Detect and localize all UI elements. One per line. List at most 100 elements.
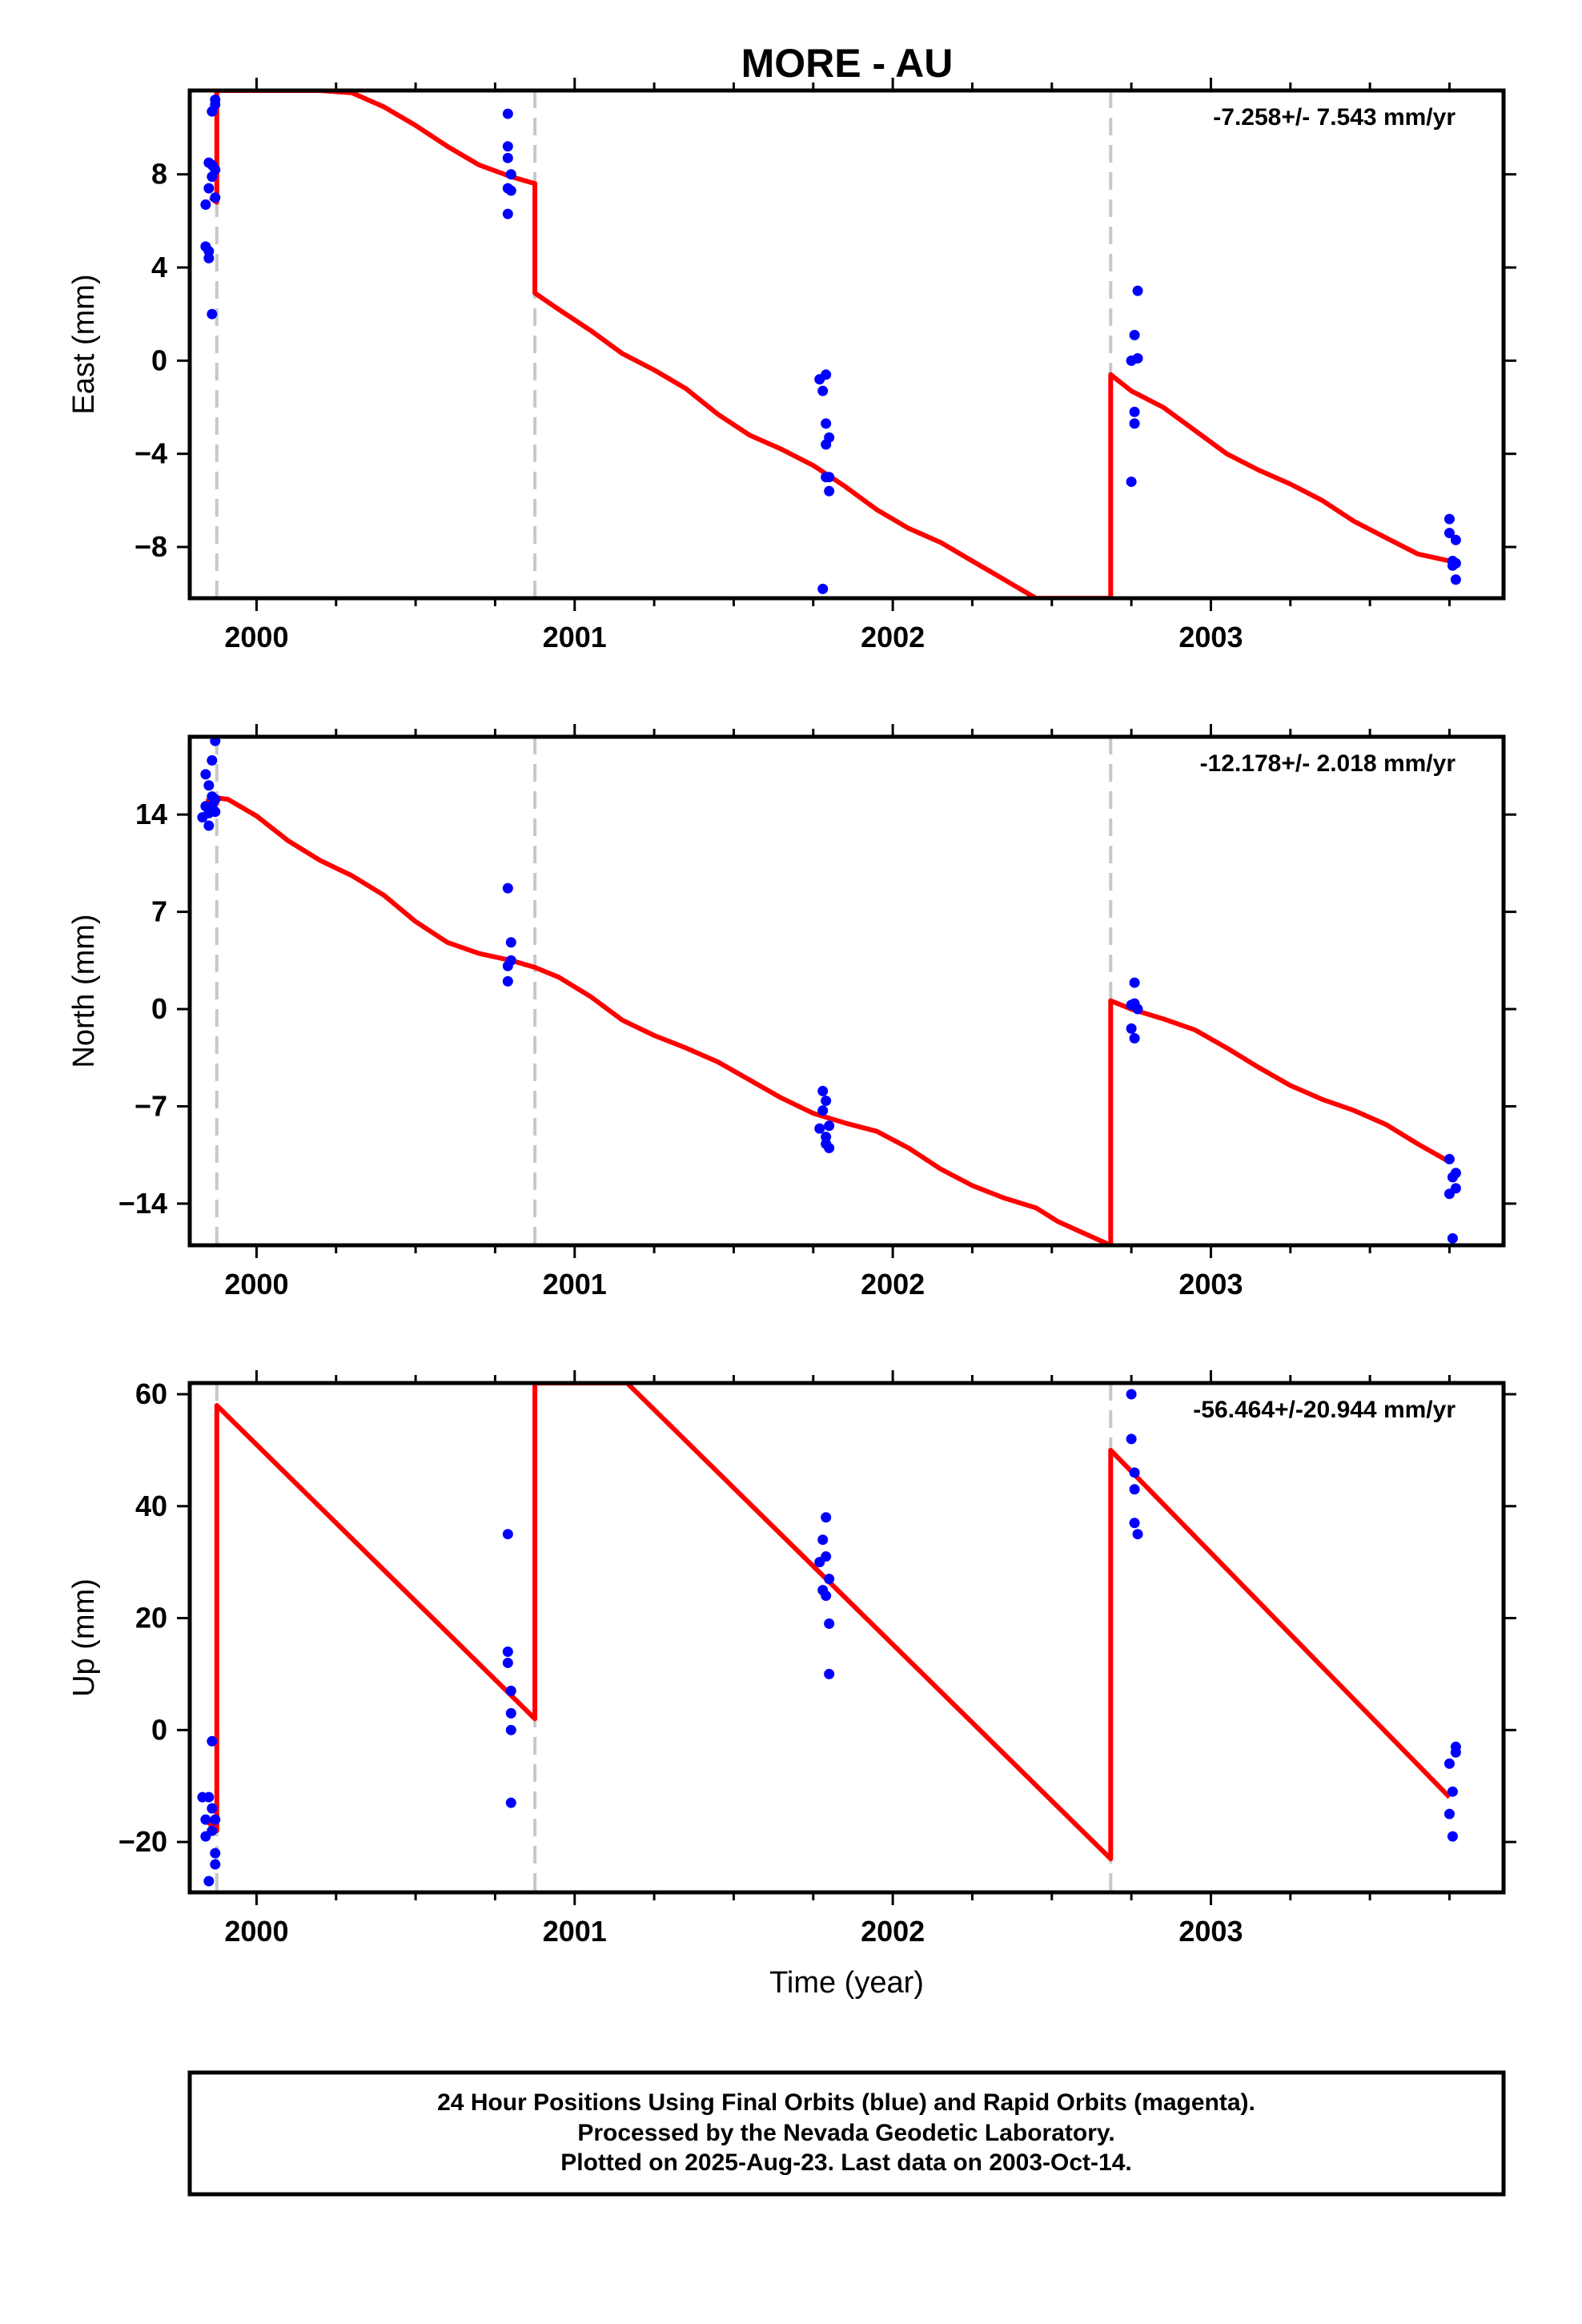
footer-line-3: Plotted on 2025-Aug-23. Last data on 200…	[560, 2149, 1132, 2176]
data-point	[1129, 1467, 1140, 1478]
x-tick-label: 2000	[224, 1915, 288, 1948]
y-tick-label: −7	[135, 1090, 167, 1123]
data-point	[1450, 574, 1461, 585]
data-point	[1126, 1389, 1137, 1400]
x-tick-label: 2001	[543, 1915, 607, 1948]
y-tick-label: −14	[118, 1187, 167, 1220]
data-point	[824, 1574, 835, 1585]
data-point	[821, 1512, 832, 1523]
data-point	[200, 1814, 211, 1825]
data-point	[502, 883, 513, 894]
data-point	[1450, 1183, 1461, 1194]
y-axis-label-north: North (mm)	[67, 914, 101, 1068]
model-line-east	[209, 90, 1451, 598]
model-line-up	[203, 1383, 1452, 1862]
data-point	[821, 418, 832, 429]
data-point	[210, 737, 221, 746]
data-point	[505, 1685, 516, 1696]
y-tick-label: 8	[151, 158, 167, 191]
x-tick-label: 2001	[543, 1268, 607, 1301]
x-tick-label: 2002	[861, 621, 925, 653]
y-axis-label-east: East (mm)	[67, 274, 101, 414]
panel-frame-east	[187, 88, 1506, 601]
data-point	[210, 99, 221, 110]
data-point	[502, 1646, 513, 1657]
data-point	[207, 308, 218, 320]
data-point	[1129, 1518, 1140, 1529]
rate-annotation-east: -7.258+/- 7.543 mm/yr	[1213, 104, 1456, 131]
data-point	[207, 1825, 218, 1836]
data-point	[1129, 977, 1140, 988]
data-point	[502, 141, 513, 152]
y-tick-label: 40	[135, 1490, 167, 1522]
data-point	[210, 164, 221, 175]
x-tick-label: 2001	[543, 621, 607, 653]
data-point	[210, 1814, 221, 1825]
footer-box: 24 Hour Positions Using Final Orbits (bl…	[187, 2070, 1506, 2197]
y-tick-label: 20	[135, 1602, 167, 1634]
data-point	[210, 806, 221, 818]
data-point	[1443, 513, 1455, 525]
panel-frame-up	[187, 1381, 1506, 1895]
data-point	[1126, 1023, 1137, 1034]
x-tick-label: 2000	[224, 1268, 288, 1301]
data-point	[1447, 1831, 1458, 1842]
data-point	[505, 1724, 516, 1735]
data-point	[817, 385, 829, 396]
data-point	[1129, 1032, 1140, 1043]
data-point	[203, 252, 215, 263]
data-point	[817, 1105, 829, 1116]
data-point	[502, 1657, 513, 1668]
data-point	[824, 1120, 835, 1132]
data-point	[1450, 1168, 1461, 1179]
data-point	[1450, 557, 1461, 569]
data-point	[817, 1085, 829, 1096]
data-point	[1443, 1808, 1455, 1819]
x-tick-label: 2000	[224, 621, 288, 653]
data-point	[505, 937, 516, 948]
panel-up: 2000 2001 2002 2003 −20 0 20 40 60 Up (mm) -56.464…	[67, 1370, 1516, 2000]
data-point	[824, 1618, 835, 1630]
data-point	[1443, 1153, 1455, 1164]
data-point	[203, 820, 215, 831]
data-point	[814, 1123, 825, 1134]
data-point	[1126, 476, 1137, 488]
panel-frame-north	[187, 734, 1506, 1248]
y-tick-label: 7	[151, 895, 167, 928]
rate-annotation-up: -56.464+/-20.944 mm/yr	[1193, 1397, 1456, 1423]
data-point	[207, 754, 218, 766]
data-point	[824, 485, 835, 497]
plot-area-up	[197, 1383, 1461, 1892]
x-tick-label: 2002	[861, 1915, 925, 1948]
data-point	[821, 369, 832, 380]
plot-area-east	[200, 90, 1461, 598]
model-line-north	[205, 795, 1451, 1245]
data-point	[824, 1143, 835, 1154]
y-axis-label-up: Up (mm)	[67, 1578, 101, 1697]
data-point	[210, 1848, 221, 1859]
data-point	[200, 769, 211, 780]
data-point	[1443, 528, 1455, 539]
plot-area-north	[197, 737, 1461, 1245]
data-point	[203, 1876, 215, 1887]
data-point	[1132, 285, 1143, 296]
data-point	[203, 183, 215, 194]
panel-north: 2000 2001 2002 2003 −14 −7 0 7 14 North (mm) -12.1…	[67, 724, 1516, 1301]
y-tick-label: 14	[135, 798, 167, 830]
data-point	[1132, 352, 1143, 364]
data-point	[821, 1590, 832, 1602]
y-tick-label: 0	[151, 1713, 167, 1746]
data-point	[1129, 1484, 1140, 1495]
x-tick-label: 2003	[1178, 1915, 1243, 1948]
data-point	[210, 1859, 221, 1870]
data-point	[1450, 1747, 1461, 1758]
data-point	[203, 780, 215, 791]
data-point	[1129, 418, 1140, 429]
data-point	[505, 185, 516, 196]
data-point	[207, 1735, 218, 1747]
data-point	[200, 199, 211, 211]
data-point	[502, 152, 513, 163]
data-point	[817, 583, 829, 594]
